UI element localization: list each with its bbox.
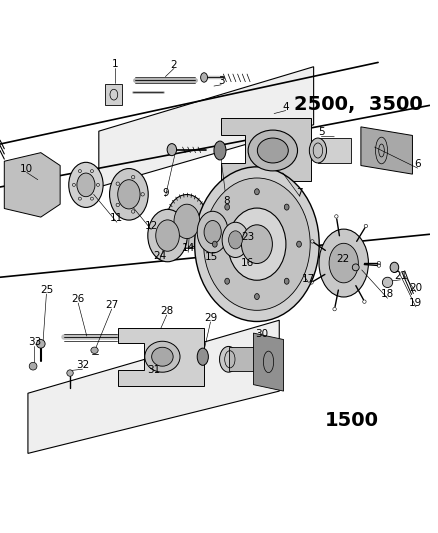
Ellipse shape [284, 204, 289, 210]
Ellipse shape [228, 208, 286, 280]
Ellipse shape [229, 231, 242, 249]
Ellipse shape [148, 209, 187, 262]
Text: 3: 3 [218, 76, 225, 86]
Text: 28: 28 [160, 306, 173, 316]
Ellipse shape [201, 72, 208, 82]
Text: 31: 31 [147, 366, 160, 375]
Ellipse shape [36, 340, 45, 348]
Polygon shape [361, 127, 413, 174]
Ellipse shape [254, 294, 259, 300]
Text: 5: 5 [318, 127, 325, 138]
Ellipse shape [241, 225, 272, 263]
Ellipse shape [174, 204, 200, 239]
Text: 2500,  3500: 2500, 3500 [294, 94, 423, 114]
Ellipse shape [284, 278, 289, 284]
Text: 21: 21 [394, 271, 407, 281]
Text: 27: 27 [105, 300, 118, 310]
Ellipse shape [204, 178, 310, 310]
Text: 15: 15 [205, 252, 218, 262]
Ellipse shape [197, 348, 208, 365]
Polygon shape [254, 333, 283, 391]
Ellipse shape [248, 130, 297, 171]
Text: 26: 26 [71, 294, 85, 304]
Ellipse shape [390, 262, 399, 272]
Text: 9: 9 [162, 188, 169, 198]
Ellipse shape [329, 243, 358, 283]
Text: 32: 32 [76, 360, 89, 370]
Ellipse shape [91, 347, 98, 353]
Text: 29: 29 [204, 313, 217, 323]
Ellipse shape [212, 241, 217, 247]
Text: 24: 24 [153, 251, 166, 261]
Ellipse shape [77, 173, 95, 197]
Text: 20: 20 [410, 283, 422, 293]
Text: 10: 10 [20, 164, 33, 174]
Ellipse shape [382, 277, 393, 287]
Ellipse shape [167, 143, 177, 156]
Ellipse shape [118, 180, 140, 209]
Text: 22: 22 [336, 254, 350, 264]
Ellipse shape [319, 229, 368, 297]
Text: 12: 12 [145, 221, 158, 231]
Ellipse shape [204, 221, 221, 244]
Ellipse shape [156, 220, 180, 251]
Text: 19: 19 [409, 298, 423, 308]
Ellipse shape [297, 241, 301, 247]
Polygon shape [28, 320, 279, 454]
Ellipse shape [197, 211, 228, 253]
Ellipse shape [254, 189, 259, 195]
Bar [318, 139, 351, 163]
Ellipse shape [29, 362, 37, 370]
Text: 2: 2 [171, 60, 177, 70]
Polygon shape [4, 152, 60, 217]
Text: 11: 11 [110, 213, 124, 223]
Ellipse shape [214, 141, 226, 160]
Text: 16: 16 [240, 258, 254, 268]
Text: 30: 30 [255, 329, 268, 340]
Text: 25: 25 [40, 285, 53, 295]
Polygon shape [118, 327, 204, 386]
Text: 18: 18 [381, 289, 394, 300]
Ellipse shape [225, 278, 230, 284]
Ellipse shape [225, 204, 230, 210]
Text: 1: 1 [112, 59, 118, 69]
Ellipse shape [352, 264, 359, 271]
Ellipse shape [69, 163, 103, 207]
Text: 23: 23 [242, 232, 255, 243]
Ellipse shape [258, 138, 288, 163]
Polygon shape [99, 67, 314, 187]
Text: 7: 7 [297, 188, 303, 198]
Text: 1500: 1500 [325, 411, 379, 430]
Bar [105, 84, 123, 106]
Ellipse shape [110, 168, 148, 220]
Ellipse shape [219, 346, 237, 372]
Text: 6: 6 [414, 159, 421, 169]
Ellipse shape [309, 138, 326, 163]
Text: 4: 4 [283, 102, 289, 112]
Ellipse shape [145, 341, 180, 372]
Text: 33: 33 [28, 337, 41, 346]
Polygon shape [221, 118, 311, 181]
Bar [229, 348, 258, 372]
Text: 14: 14 [182, 244, 195, 254]
Ellipse shape [194, 167, 319, 321]
Ellipse shape [152, 348, 173, 366]
Ellipse shape [67, 370, 73, 376]
Ellipse shape [222, 222, 249, 257]
Text: 17: 17 [302, 273, 315, 284]
Text: 8: 8 [223, 196, 230, 206]
Ellipse shape [166, 195, 207, 248]
